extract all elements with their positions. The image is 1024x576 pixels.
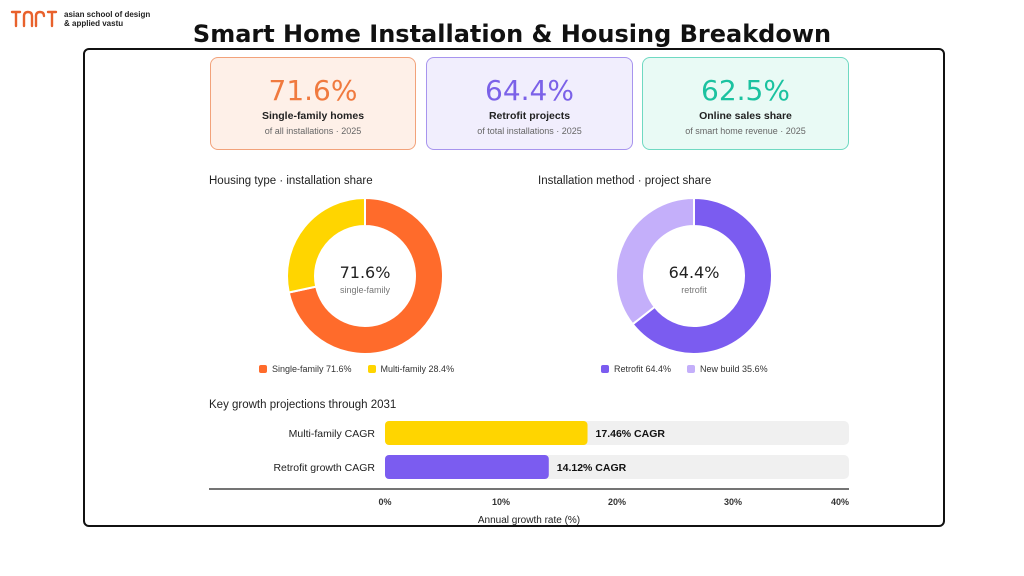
x-tick-label: 20% bbox=[608, 497, 626, 507]
logo-icon bbox=[10, 10, 58, 28]
dashboard-frame: 71.6% Single-family homes of all install… bbox=[83, 48, 945, 527]
legend-label: Retrofit 64.4% bbox=[614, 364, 672, 374]
kpi-value: 64.4% bbox=[485, 74, 574, 107]
legend-item-0: Retrofit 64.4% bbox=[601, 364, 671, 374]
logo-line-1: asian school of design bbox=[64, 10, 151, 19]
growth-chart-title: Key growth projections through 2031 bbox=[209, 399, 397, 411]
legend-swatch bbox=[601, 365, 609, 373]
kpi-label: Online sales share bbox=[699, 110, 792, 122]
x-axis-label: Annual growth rate (%) bbox=[478, 515, 580, 526]
bar-value-label: 17.46% CAGR bbox=[596, 428, 666, 440]
housing-chart-title: Housing type · installation share bbox=[209, 175, 373, 187]
legend-item-0: Single-family 71.6% bbox=[259, 364, 352, 374]
legend-item-1: Multi-family 28.4% bbox=[367, 364, 455, 374]
bar-category-label: Retrofit growth CAGR bbox=[273, 462, 375, 474]
x-tick-label: 10% bbox=[492, 497, 510, 507]
bar-value-label: 14.12% CAGR bbox=[557, 462, 627, 474]
kpi-label: Retrofit projects bbox=[488, 110, 571, 122]
growth-bar-chart: Multi-family CAGR 17.46% CAGR Retrofit gro… bbox=[209, 421, 849, 526]
kpi-card-single-family: 71.6% Single-family homes of all install… bbox=[210, 57, 416, 150]
x-tick-label: 0% bbox=[378, 497, 391, 507]
legend-label: New build 35.6% bbox=[700, 364, 768, 374]
x-tick-label: 30% bbox=[724, 497, 742, 507]
donut-slice-0 bbox=[287, 196, 444, 355]
method-legend: Retrofit 64.4% New build 35.6% bbox=[601, 364, 768, 374]
logo: asian school of design & applied vastu bbox=[10, 10, 150, 28]
legend-swatch bbox=[367, 365, 376, 373]
donut-center-value: 64.4% bbox=[669, 263, 720, 282]
housing-donut-chart: 71.6% single-family bbox=[286, 196, 444, 355]
bar-category-label: Multi-family CAGR bbox=[289, 428, 376, 440]
legend-swatch bbox=[687, 365, 696, 373]
kpi-card-retrofit: 64.4% Retrofit projects of total install… bbox=[426, 57, 633, 150]
bar-1 bbox=[385, 455, 549, 479]
legend-label: Multi-family 28.4% bbox=[380, 364, 455, 374]
kpi-label: Single-family homes bbox=[261, 110, 365, 122]
kpi-value: 62.5% bbox=[701, 74, 790, 107]
donut-slice-1 bbox=[286, 196, 366, 294]
kpi-subtitle: of total installations · 2025 bbox=[477, 126, 582, 136]
legend-label: Single-family 71.6% bbox=[272, 364, 352, 374]
donut-slice-0 bbox=[631, 196, 773, 355]
donut-center-value: 71.6% bbox=[340, 263, 391, 282]
kpi-subtitle: of smart home revenue · 2025 bbox=[685, 126, 806, 136]
donut-center-label: single-family bbox=[340, 285, 391, 295]
bar-0 bbox=[385, 421, 588, 445]
donut-center-label: retrofit bbox=[681, 285, 707, 295]
method-donut-chart: 64.4% retrofit bbox=[615, 196, 773, 355]
page-title: Smart Home Installation & Housing Breakd… bbox=[192, 20, 832, 48]
kpi-card-online-sales: 62.5% Online sales share of smart home r… bbox=[642, 57, 849, 150]
kpi-subtitle: of all installations · 2025 bbox=[264, 126, 362, 136]
method-chart-title: Installation method · project share bbox=[538, 175, 712, 187]
kpi-value: 71.6% bbox=[268, 74, 358, 107]
logo-line-2: & applied vastu bbox=[64, 19, 124, 28]
donut-slice-1 bbox=[615, 196, 695, 326]
legend-swatch bbox=[259, 365, 267, 373]
housing-legend: Single-family 71.6% Multi-family 28.4% bbox=[259, 364, 454, 374]
x-tick-label: 40% bbox=[831, 497, 849, 507]
legend-item-1: New build 35.6% bbox=[687, 364, 768, 374]
